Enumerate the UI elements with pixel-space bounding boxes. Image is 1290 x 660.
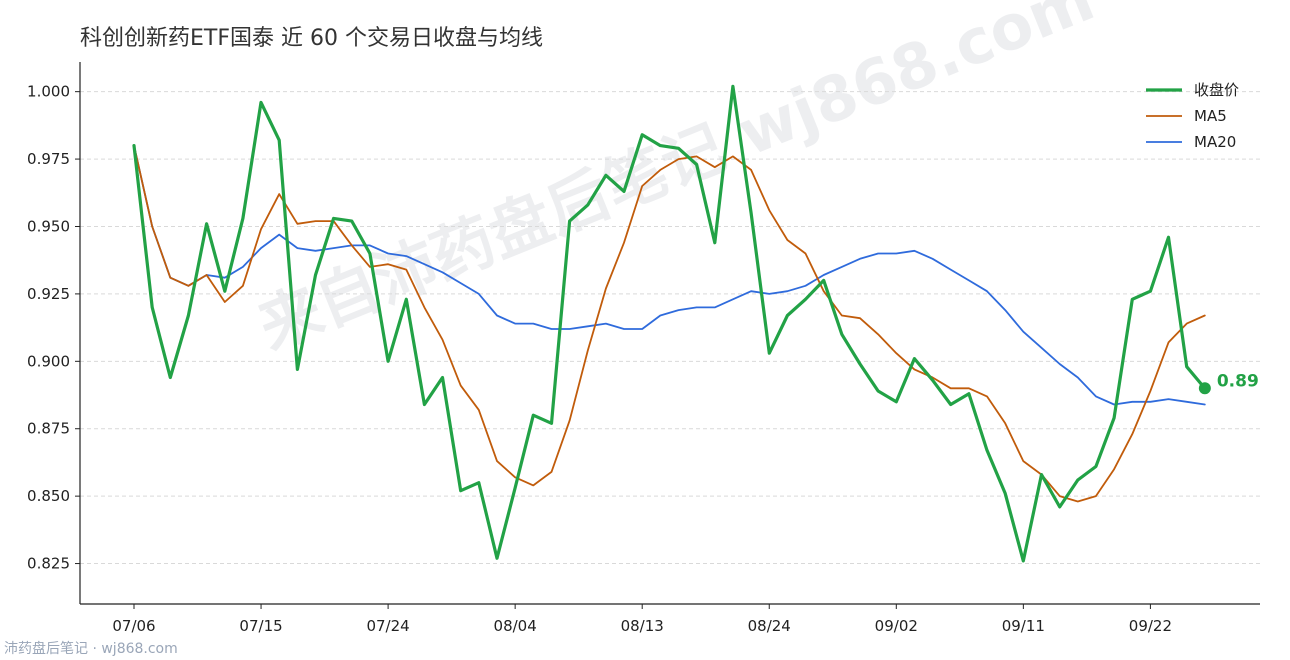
axis-layer: 0.825 0.850 0.875 0.900 0.925 0.950 0.975 1.000… <box>27 62 1260 635</box>
x-tick-label: 08/04 <box>494 617 537 635</box>
x-tick-label: 07/15 <box>239 617 282 635</box>
x-tick-label: 07/06 <box>112 617 155 635</box>
x-tick-label: 08/24 <box>748 617 791 635</box>
last-close-marker <box>1198 382 1211 395</box>
x-tick-label: 09/11 <box>1002 617 1045 635</box>
y-tick-label: 1.000 <box>27 83 70 101</box>
last-close-label: 0.89 <box>1217 371 1259 391</box>
series-layer: 0.89 <box>132 84 1259 563</box>
legend: 收盘价 MA5 MA20 <box>1146 81 1239 151</box>
series-line-0 <box>132 84 1207 563</box>
legend-label-1: MA5 <box>1194 107 1227 125</box>
y-tick-label: 0.825 <box>27 555 70 573</box>
series-line-2 <box>133 144 1206 406</box>
x-tick-label: 07/24 <box>366 617 409 635</box>
legend-label-0: 收盘价 <box>1194 81 1239 99</box>
x-tick-label: 08/13 <box>621 617 664 635</box>
grid-layer <box>80 91 1260 565</box>
x-tick-label: 09/22 <box>1129 617 1172 635</box>
legend-label-2: MA20 <box>1194 133 1236 151</box>
x-tick-label: 09/02 <box>875 617 918 635</box>
y-tick-label: 0.875 <box>27 420 70 438</box>
series-line-1 <box>133 144 1206 503</box>
y-tick-label: 0.900 <box>27 352 70 370</box>
y-tick-label: 0.950 <box>27 217 70 235</box>
watermark-text: 来自沛药盘后笔记 wj868.com <box>248 0 1103 364</box>
y-tick-label: 0.975 <box>27 150 70 168</box>
y-tick-label: 0.925 <box>27 285 70 303</box>
footer-credit: 沛药盘后笔记 · wj868.com <box>4 641 178 657</box>
chart-title: 科创创新药ETF国泰 近 60 个交易日收盘与均线 <box>80 26 543 51</box>
y-tick-label: 0.850 <box>27 487 70 505</box>
